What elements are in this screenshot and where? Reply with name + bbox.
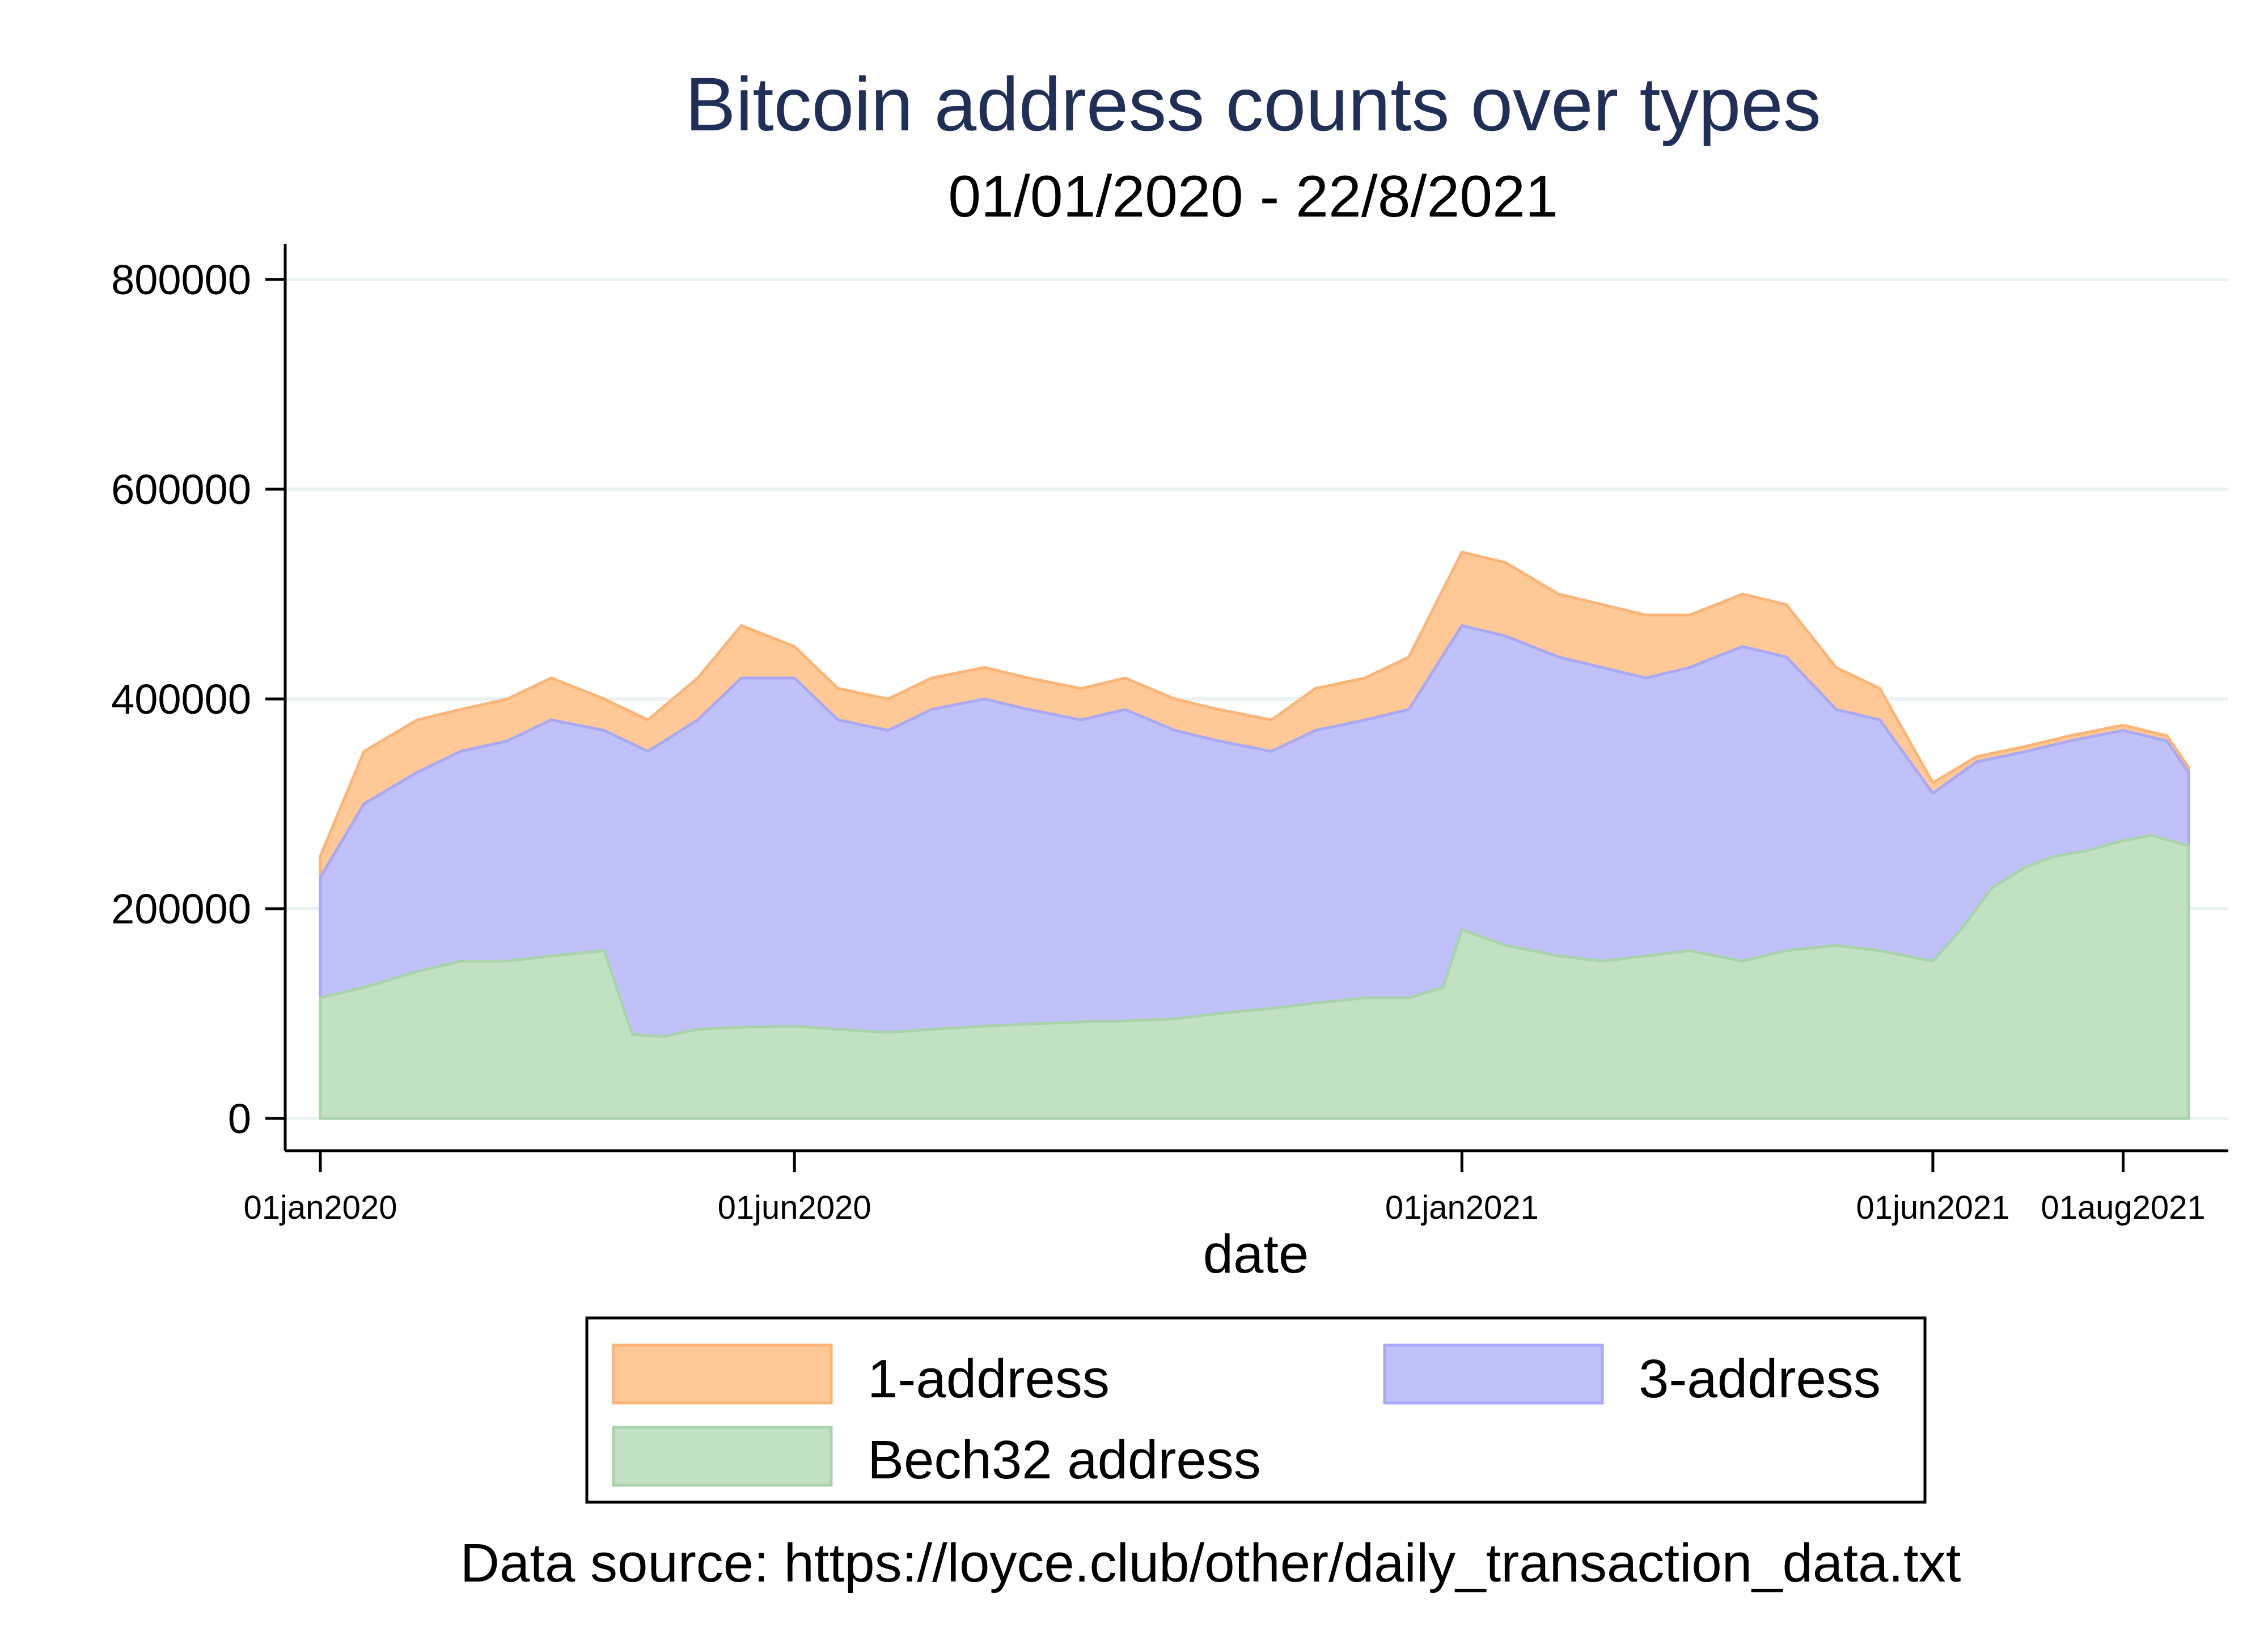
y-tick-label-3: 600000: [111, 466, 251, 513]
legend-swatch-3-address: [1383, 1343, 1604, 1405]
legend-swatch-bech32-address: [612, 1426, 833, 1487]
x-axis-ticks: 01jan2020 01jun2020 01jan2021 01jun2021 01au…: [244, 1151, 2206, 1226]
data-source-note: Data source: https://loyce.club/other/da…: [460, 1533, 1961, 1593]
y-tick-label-2: 400000: [111, 676, 251, 723]
x-tick-label-3: 01jun2021: [1856, 1189, 2009, 1226]
x-tick-label-2: 01jan2021: [1385, 1189, 1539, 1226]
y-tick-label-0: 0: [228, 1095, 251, 1142]
chart-subtitle: 01/01/2020 - 22/8/2021: [948, 164, 1558, 230]
y-tick-label-1: 200000: [111, 885, 251, 932]
legend-label-bech32-address: Bech32 address: [868, 1430, 1261, 1490]
legend-swatch-1-address: [612, 1343, 833, 1405]
x-axis-label: date: [1203, 1224, 1309, 1285]
chart-title: Bitcoin address counts over types: [685, 62, 1821, 147]
x-tick-label-1: 01jun2020: [718, 1189, 871, 1226]
y-tick-label-4: 800000: [111, 256, 251, 303]
x-tick-label-0: 01jan2020: [244, 1189, 397, 1226]
y-axis-ticks: 0 200000 400000 600000 800000: [111, 256, 285, 1142]
area-bech32-address: [319, 834, 2190, 1120]
legend-label-3-address: 3-address: [1639, 1349, 1881, 1409]
legend-label-1-address: 1-address: [868, 1349, 1110, 1409]
legend: 1-address 3-address Bech32 address: [585, 1316, 1927, 1504]
area-series: [319, 550, 2190, 1120]
x-tick-label-4: 01aug2021: [2041, 1189, 2205, 1226]
